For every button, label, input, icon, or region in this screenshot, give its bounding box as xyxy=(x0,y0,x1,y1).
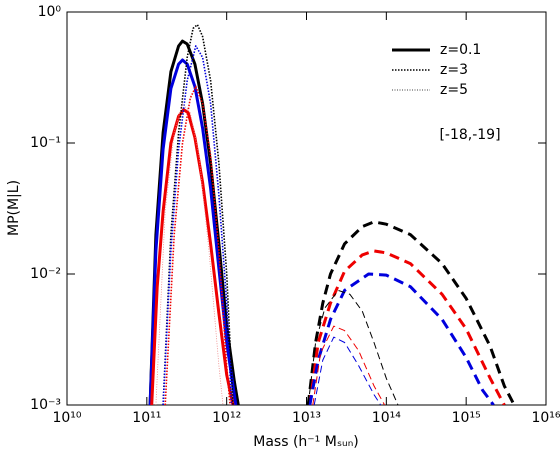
series-line xyxy=(148,58,238,405)
series-line xyxy=(155,103,224,405)
series-line xyxy=(308,249,506,405)
y-tick-label: 10⁻³ xyxy=(30,397,61,413)
plot-frame xyxy=(66,11,547,406)
y-tick-label: 10⁻¹ xyxy=(30,135,61,151)
series-line xyxy=(307,289,399,405)
x-tick-label: 10¹² xyxy=(212,410,241,426)
series-line xyxy=(148,39,240,405)
series-line xyxy=(162,23,234,405)
x-tick-label: 10¹¹ xyxy=(132,410,161,426)
x-tick-label: 10¹⁴ xyxy=(372,410,401,426)
x-tick-label: 10¹⁵ xyxy=(452,410,481,426)
series-line xyxy=(312,325,386,405)
x-tick-label: 10¹⁰ xyxy=(52,410,81,426)
series-line xyxy=(164,85,231,405)
curves xyxy=(148,23,516,405)
annotation: [-18,-19] xyxy=(439,127,500,143)
y-axis-label: MP(M|L) xyxy=(6,180,22,236)
x-axis-label: Mass (h⁻¹ Mₛᵤₙ) xyxy=(253,434,359,450)
y-tick-label: 10⁰ xyxy=(38,4,62,20)
y-tick-label: 10⁻² xyxy=(30,266,61,282)
series-line xyxy=(150,108,235,405)
series-line xyxy=(306,220,516,405)
legend-label: z=3 xyxy=(440,62,468,78)
series-line xyxy=(308,272,495,405)
x-tick-label: 10¹⁶ xyxy=(531,410,560,426)
legend-label: z=5 xyxy=(440,82,468,98)
series-line xyxy=(313,336,382,405)
series-line xyxy=(162,45,233,405)
legend-label: z=0.1 xyxy=(440,42,481,58)
x-tick-label: 10¹³ xyxy=(292,410,321,426)
